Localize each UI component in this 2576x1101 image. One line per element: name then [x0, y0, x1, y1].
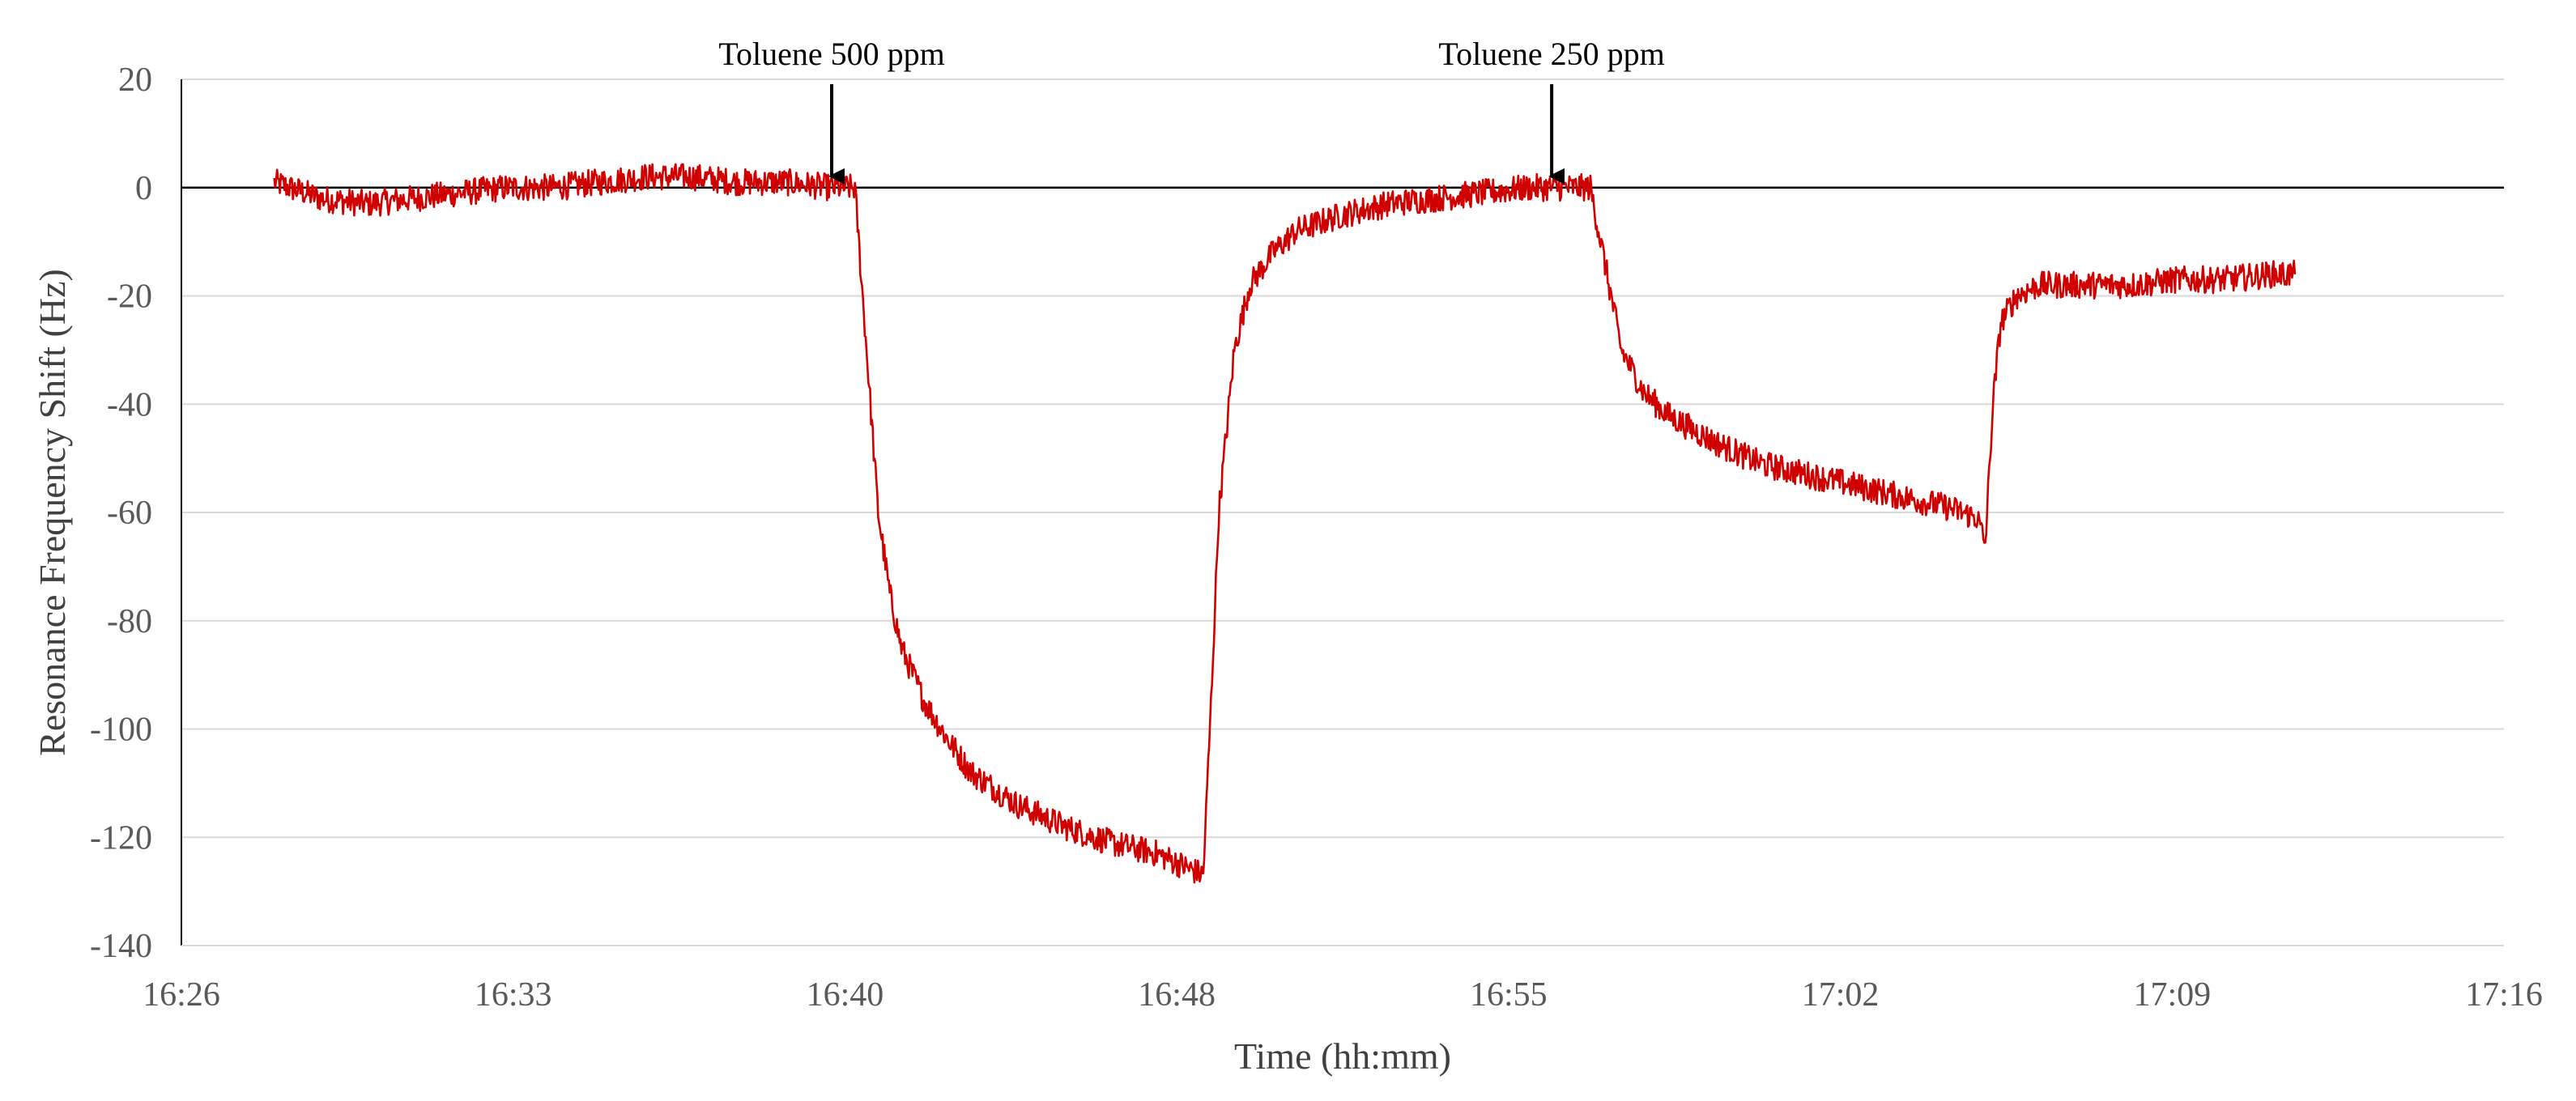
y-tick-label: -80: [107, 603, 152, 640]
y-tick-label: -60: [107, 495, 152, 532]
x-tick-label: 16:55: [1470, 976, 1548, 1014]
x-tick-labels: 16:26 16:33 16:40 16:48 16:55 17:02 17:09 17:16: [143, 976, 2543, 1014]
x-tick-label: 16:40: [807, 976, 884, 1014]
y-axis-title: Resonance Frequency Shift (Hz): [32, 269, 73, 756]
x-axis-title: Time (hh:mm): [1234, 1035, 1451, 1077]
series-layer: [273, 163, 2297, 884]
x-tick-label: 17:02: [1802, 976, 1880, 1014]
annotation-label: Toluene 500 ppm: [718, 36, 944, 72]
y-tick-label: 20: [118, 62, 152, 99]
x-tick-label: 16:26: [143, 976, 220, 1014]
annotation-label: Toluene 250 ppm: [1438, 36, 1664, 72]
y-tick-label: -40: [107, 386, 152, 423]
y-tick-labels: 20 0 -20 -40 -60 -80 -100 -120 -140: [90, 62, 152, 965]
annotations: Toluene 500 ppm Toluene 250 ppm: [718, 36, 1665, 185]
x-tick-label: 16:48: [1138, 976, 1216, 1014]
y-tick-label: -140: [90, 928, 152, 965]
y-tick-label: -120: [90, 819, 152, 857]
x-tick-label: 17:16: [2465, 976, 2543, 1014]
y-tick-label: 0: [135, 170, 152, 207]
y-tick-label: -100: [90, 712, 152, 749]
series-line: [273, 163, 2297, 884]
x-tick-label: 17:09: [2133, 976, 2211, 1014]
x-tick-label: 16:33: [475, 976, 552, 1014]
y-tick-label: -20: [107, 278, 152, 316]
gridlines: [181, 79, 2504, 839]
